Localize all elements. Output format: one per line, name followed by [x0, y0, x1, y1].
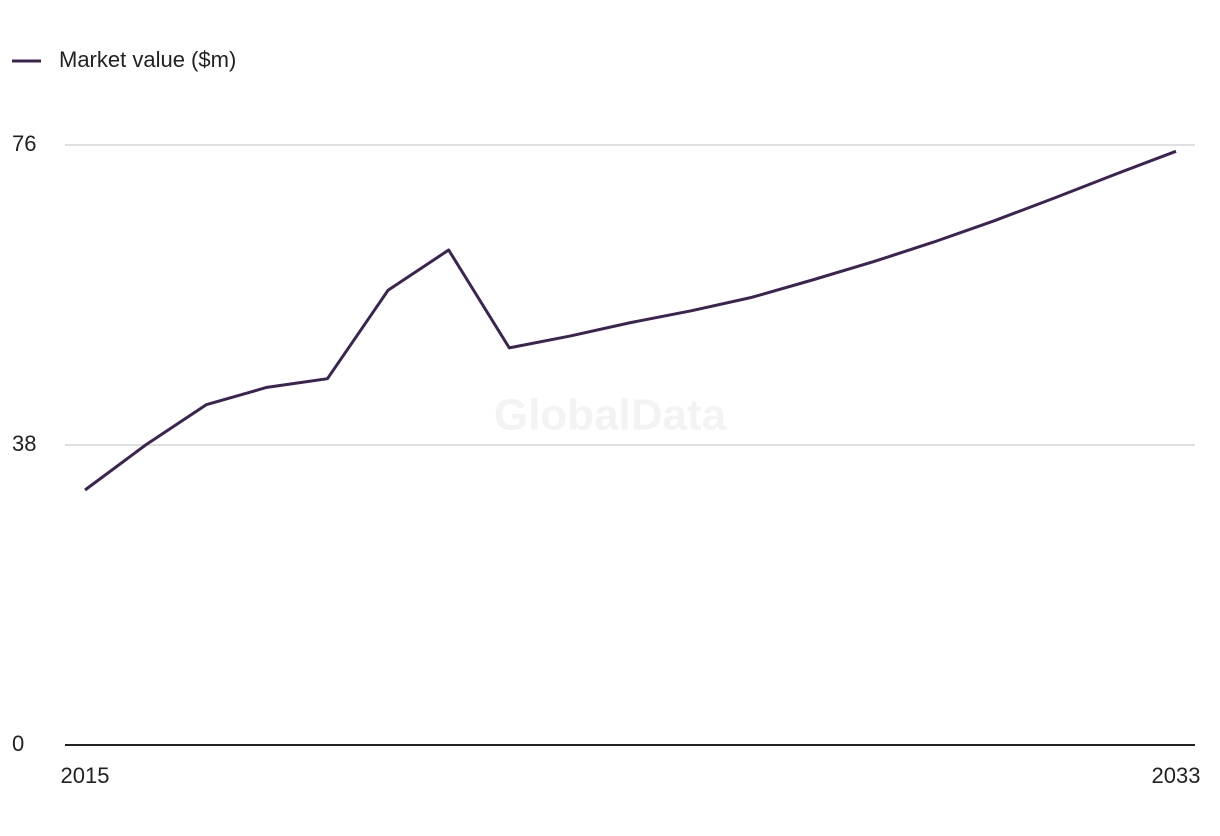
y-tick-label: 0: [12, 731, 24, 756]
x-tick-label: 2015: [61, 763, 110, 788]
y-tick-label: 76: [12, 131, 36, 156]
x-tick-label: 2033: [1152, 763, 1201, 788]
watermark: GlobalData: [494, 391, 727, 440]
legend-label: Market value ($m): [59, 47, 236, 72]
y-tick-label: 38: [12, 431, 36, 456]
line: [84, 149, 1177, 492]
